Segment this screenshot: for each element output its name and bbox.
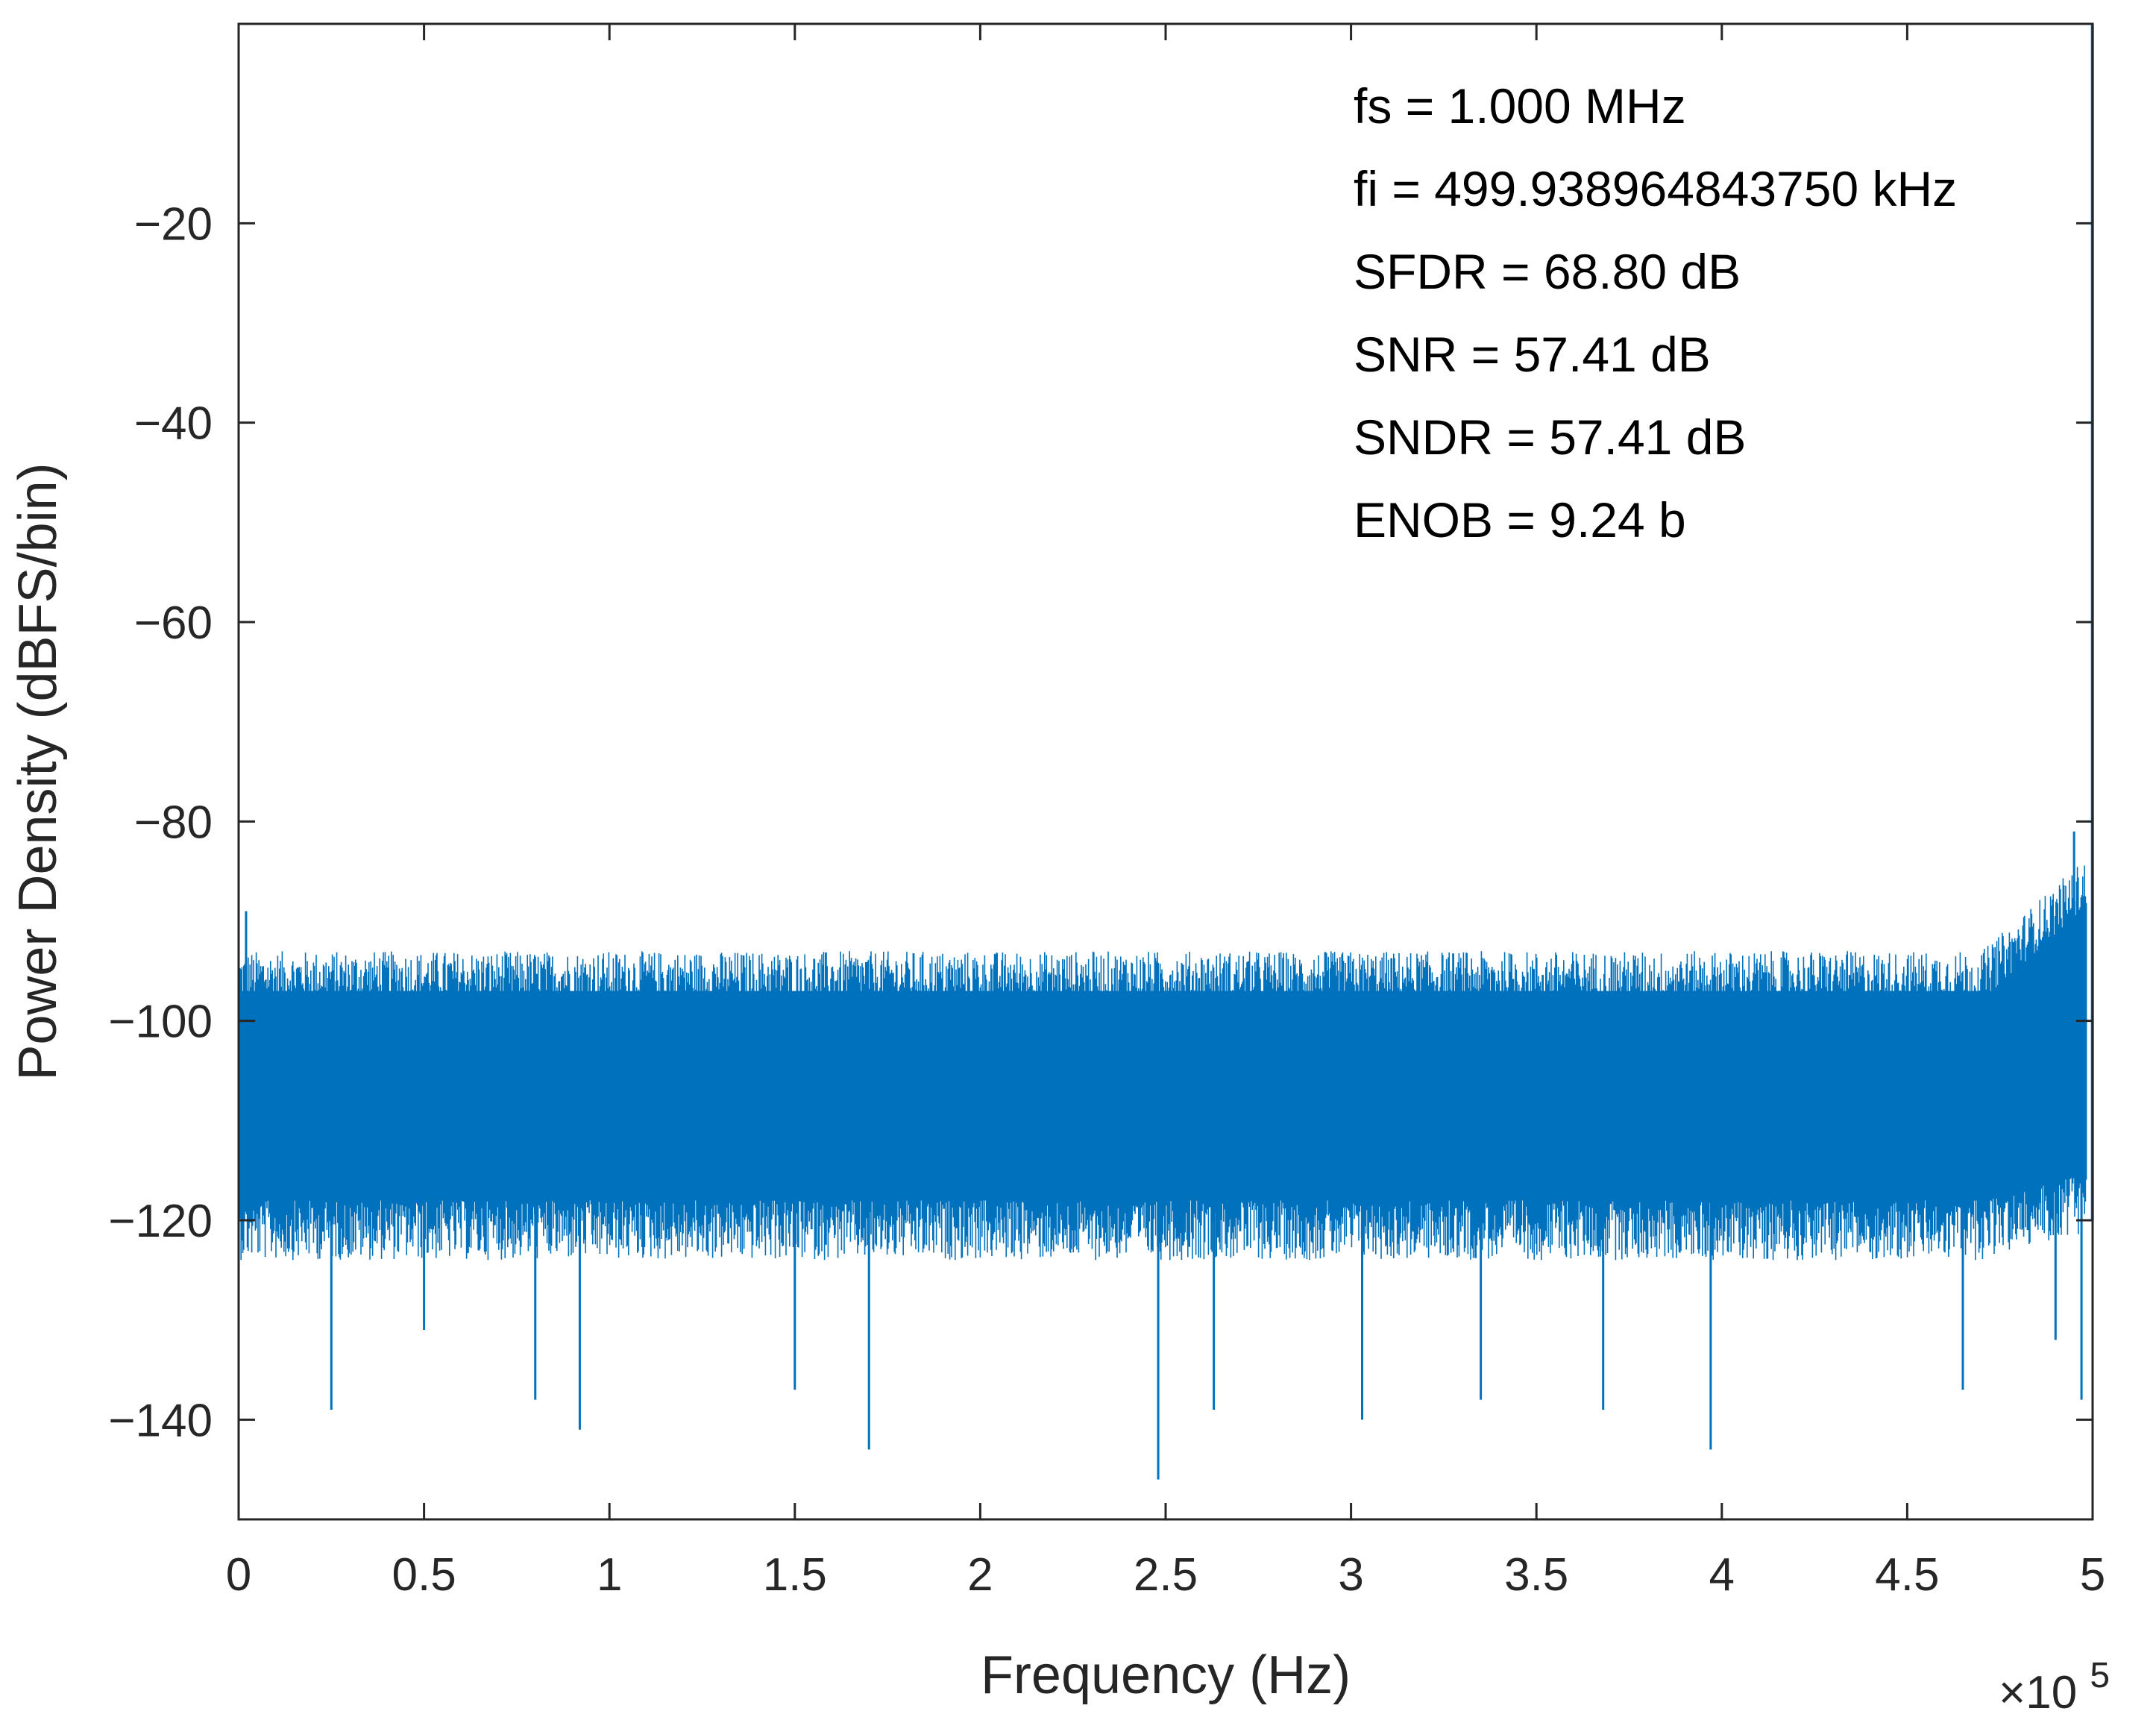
y-tick-label: −140 <box>108 1395 213 1446</box>
x-tick-label: 4 <box>1709 1549 1735 1601</box>
metric-line: SNDR = 57.41 dB <box>1354 409 1746 465</box>
x-tick-label: 1 <box>597 1549 622 1601</box>
spectrum-series <box>237 24 2094 1480</box>
y-tick-label: −80 <box>134 797 213 848</box>
x-axis-exponent-power: 5 <box>2090 1656 2110 1695</box>
metric-line: ENOB = 9.24 b <box>1354 492 1686 547</box>
x-tick-label: 2.5 <box>1134 1549 1198 1601</box>
metric-line: fs = 1.000 MHz <box>1354 78 1686 134</box>
x-tick-label: 3 <box>1338 1549 1363 1601</box>
y-axis: −140 −120 −100 −80 −60 −40 −20 <box>108 198 2093 1446</box>
x-tick-label: 1.5 <box>763 1549 827 1601</box>
x-tick-label: 0.5 <box>392 1549 456 1601</box>
metric-line: SNR = 57.41 dB <box>1354 327 1711 382</box>
x-tick-label: 5 <box>2080 1549 2105 1601</box>
metric-line: fi = 499.938964843750 kHz <box>1354 161 1957 216</box>
x-axis: 0 0.5 1 1.5 2 2.5 3 3.5 4 4.5 5 <box>226 24 2105 1601</box>
x-axis-exponent-base: ×10 <box>1999 1667 2077 1719</box>
x-axis-label: Frequency (Hz) <box>981 1645 1351 1705</box>
x-axis-exponent: ×10 5 <box>1999 1656 2110 1719</box>
noise-body <box>242 991 2085 1151</box>
x-tick-label: 0 <box>226 1549 251 1601</box>
y-tick-label: −60 <box>134 597 213 649</box>
y-tick-label: −100 <box>108 997 213 1048</box>
x-tick-label: 4.5 <box>1875 1549 1939 1601</box>
y-tick-label: −20 <box>134 198 213 250</box>
y-tick-label: −40 <box>134 398 213 450</box>
y-axis-label: Power Density (dBFS/bin) <box>8 462 68 1080</box>
x-tick-label: 3.5 <box>1504 1549 1568 1601</box>
x-tick-label: 2 <box>967 1549 993 1601</box>
metric-line: SFDR = 68.80 dB <box>1354 244 1741 299</box>
metrics-annotation: fs = 1.000 MHz fi = 499.938964843750 kHz S… <box>1354 78 1957 547</box>
y-tick-label: −120 <box>108 1196 213 1247</box>
